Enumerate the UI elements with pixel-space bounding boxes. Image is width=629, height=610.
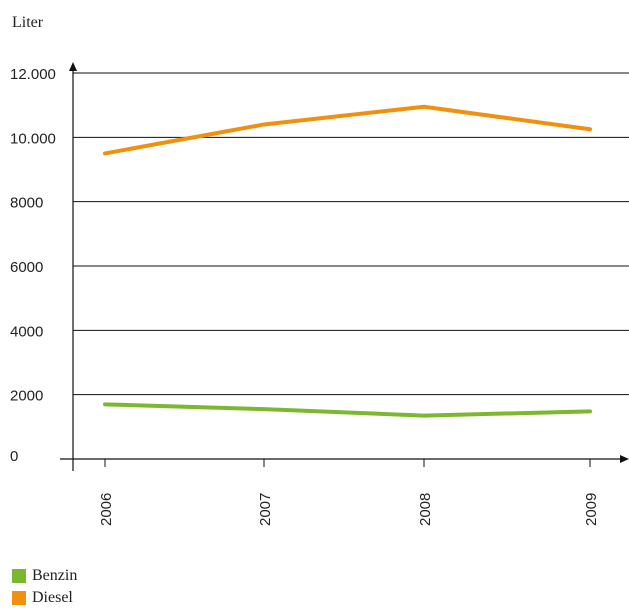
x-tick-label: 2006 xyxy=(98,493,115,526)
series-lines xyxy=(103,104,592,418)
legend-label-diesel: Diesel xyxy=(32,589,73,606)
legend: Benzin Diesel xyxy=(12,565,77,609)
x-tick-label: 2009 xyxy=(583,493,600,526)
y-tick-label: 12.000 xyxy=(10,66,56,83)
y-tick-label: 2000 xyxy=(10,388,43,405)
x-tick-label: 2007 xyxy=(257,493,274,526)
legend-item-benzin: Benzin xyxy=(12,565,77,587)
y-tick-label: 6000 xyxy=(10,259,43,276)
y-tick-labels: 0 2000 4000 6000 8000 10.000 12.000 xyxy=(10,66,56,465)
gridlines xyxy=(73,72,629,396)
axes xyxy=(60,62,629,471)
series-line-diesel xyxy=(103,104,592,156)
x-axis-arrow xyxy=(620,455,629,463)
y-tick-label: 0 xyxy=(10,448,18,465)
y-tick-label: 10.000 xyxy=(10,130,56,147)
legend-item-diesel: Diesel xyxy=(12,587,77,609)
y-tick-label: 4000 xyxy=(10,323,43,340)
y-axis-label: Liter xyxy=(12,14,44,31)
y-tick-label: 8000 xyxy=(10,195,43,212)
x-tick-labels: 2006 2007 2008 2009 xyxy=(98,493,600,526)
x-tick-label: 2008 xyxy=(417,493,434,526)
y-axis-arrow xyxy=(69,62,77,71)
legend-label-benzin: Benzin xyxy=(32,567,78,584)
legend-swatch-benzin xyxy=(12,569,26,583)
legend-swatch-diesel xyxy=(12,591,26,605)
series-line-benzin xyxy=(103,402,592,418)
